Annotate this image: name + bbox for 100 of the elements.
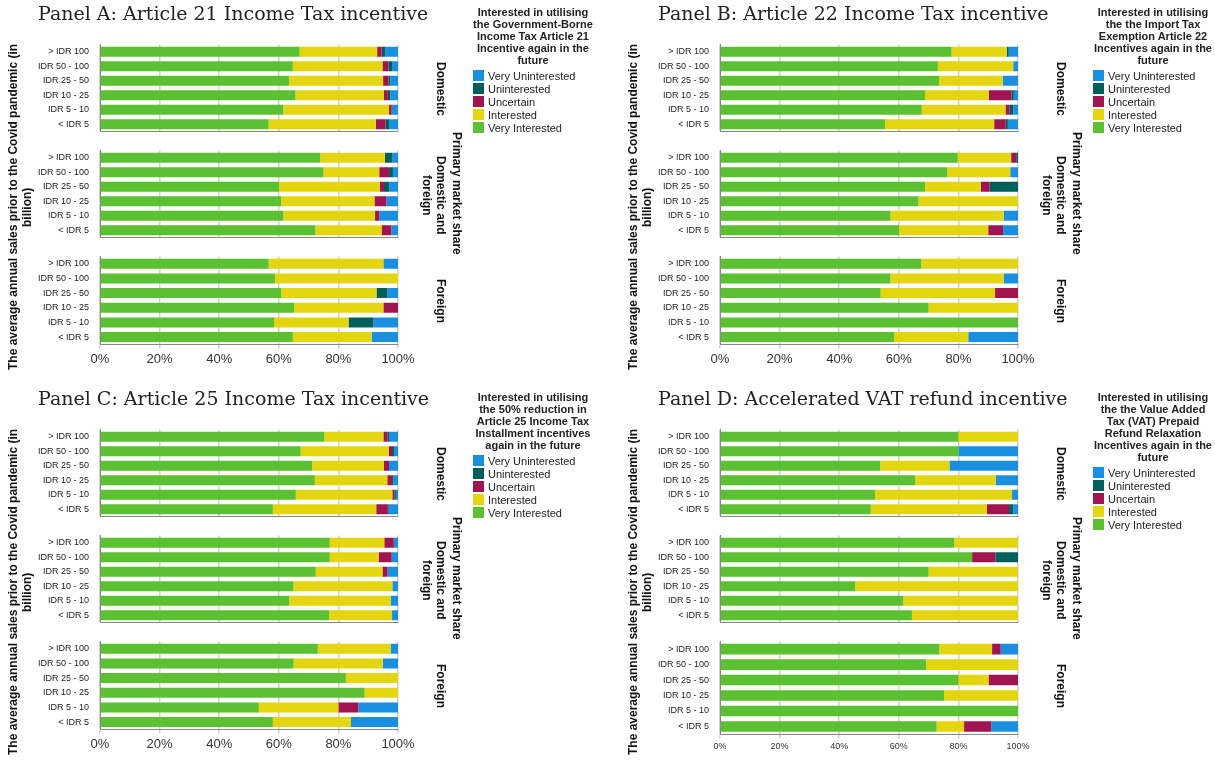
y-tick-label: IDR 10 - 25: [42, 89, 89, 100]
legend-label: Uncertain: [488, 95, 536, 108]
x-tick-label: 20%: [146, 350, 174, 366]
y2-axis-title: Domestic: [1053, 61, 1068, 118]
y-tick-label: IDR 50 - 100: [37, 657, 89, 668]
y-tick-label: IDR 5 - 10: [667, 489, 709, 500]
y-tick-label: IDR 10 - 25: [662, 89, 709, 100]
legend-label: Very Uninterested: [1108, 69, 1196, 82]
y-tick-label: IDR 10 - 25: [42, 195, 89, 206]
legend-label: Uninterested: [488, 82, 551, 95]
y-axis-title: The average annual sales prior to the Covid pandemic (in billion): [626, 42, 655, 372]
legend-label: Interested: [488, 108, 537, 121]
x-tick-label: 60%: [265, 735, 293, 751]
y-tick-label: IDR 10 - 25: [662, 690, 709, 701]
y-tick-label: < IDR 5: [58, 331, 89, 342]
y-tick-label: IDR 50 - 100: [37, 551, 89, 562]
y-tick-label: IDR 5 - 10: [47, 489, 89, 500]
legend-label: Uninterested: [488, 467, 551, 480]
legend-label: Very Interested: [488, 121, 562, 134]
x-tick-label: 40%: [206, 735, 233, 751]
legend-label: Uninterested: [1108, 479, 1171, 492]
y-tick-label: IDR 5 - 10: [47, 210, 89, 221]
legend-label: Interested: [488, 493, 537, 506]
legend-title: Interested in utilising the the Value Added Tax (VAT) Prepaid Refund Relaxation Incentives again in the future: [1093, 391, 1213, 463]
y-tick-label: IDR 5 - 10: [47, 104, 89, 115]
y2-axis-title: Domestic: [433, 61, 448, 118]
y-tick-label: < IDR 5: [678, 720, 709, 731]
legend-title: Interested in utilising the the Import Tax Exemption Article 22 Incentives again in the future: [1093, 6, 1213, 66]
x-tick-label: 0%: [713, 741, 727, 752]
y-tick-label: < IDR 5: [58, 118, 89, 129]
y-tick-label: < IDR 5: [678, 503, 709, 514]
y-tick-label: IDR 25 - 50: [662, 566, 709, 577]
y-tick-label: IDR 50 - 100: [657, 272, 709, 283]
y-tick-label: < IDR 5: [678, 118, 709, 129]
legend-title: Interested in utilising the 50% reduction in Article 25 Income Tax Installment incentives again in the future: [474, 391, 592, 451]
y-tick-label: < IDR 5: [58, 716, 89, 727]
legend-label: Uncertain: [1108, 492, 1156, 505]
y-tick-label: > IDR 100: [668, 258, 709, 269]
x-tick-label: 20%: [770, 741, 789, 752]
y2-axis-title: Domestic and foreign: [419, 539, 448, 622]
x-tick-label: 80%: [325, 735, 352, 751]
legend-label: Very Interested: [1108, 518, 1182, 531]
y-tick-label: IDR 25 - 50: [42, 566, 89, 577]
y-tick-label: IDR 50 - 100: [657, 60, 709, 71]
y-tick-label: IDR 10 - 25: [42, 302, 89, 313]
y-tick-label: > IDR 100: [668, 643, 709, 654]
y-tick-label: > IDR 100: [48, 431, 89, 442]
y-tick-label: IDR 25 - 50: [42, 460, 89, 471]
text: Primary market share: [1070, 517, 1084, 640]
x-tick-label: 100%: [1006, 741, 1030, 752]
legend-label: Uncertain: [1108, 95, 1156, 108]
y-tick-label: IDR 5 - 10: [47, 595, 89, 606]
legend-title: Interested in utilising the Government-Borne Income Tax Article 21 Incentive again in the future: [473, 6, 593, 66]
legend-label: Very Interested: [1108, 121, 1182, 134]
y-tick-label: > IDR 100: [48, 46, 89, 57]
y-tick-label: IDR 5 - 10: [667, 210, 709, 221]
y-tick-label: > IDR 100: [48, 152, 89, 163]
y-tick-label: > IDR 100: [48, 537, 89, 548]
y-tick-label: IDR 50 - 100: [657, 659, 709, 670]
y-tick-label: IDR 5 - 10: [667, 104, 709, 115]
x-tick-label: 60%: [885, 350, 913, 366]
y-tick-label: < IDR 5: [58, 224, 89, 235]
y2-axis-title: Domestic and foreign: [419, 154, 448, 237]
legend-label: Uninterested: [1108, 82, 1171, 95]
y2-axis-title: Foreign: [1053, 663, 1068, 710]
legend-label: Uncertain: [488, 480, 536, 493]
y2-axis-title: Domestic: [1053, 446, 1068, 503]
y-tick-label: IDR 50 - 100: [657, 445, 709, 456]
y-tick-label: IDR 25 - 50: [42, 75, 89, 86]
y-tick-label: < IDR 5: [678, 224, 709, 235]
legend-label: Interested: [1108, 505, 1157, 518]
x-tick-label: 40%: [206, 350, 233, 366]
y-tick-label: IDR 25 - 50: [662, 75, 709, 86]
x-tick-label: 0%: [90, 735, 110, 751]
chart-title: Panel B: Article 22 Income Tax incentive: [658, 2, 1049, 24]
text: Primary market share: [450, 517, 464, 640]
x-tick-label: 20%: [766, 350, 794, 366]
y-tick-label: IDR 50 - 100: [37, 60, 89, 71]
legend-label: Very Interested: [488, 506, 562, 519]
x-tick-label: 40%: [826, 350, 853, 366]
x-tick-label: 100%: [381, 350, 416, 366]
legend-label: Interested: [1108, 108, 1157, 121]
y-tick-label: IDR 5 - 10: [667, 316, 709, 327]
y2-axis-title: Domestic and foreign: [1039, 539, 1068, 622]
chart-title: Panel C: Article 25 Income Tax incentive: [38, 387, 430, 409]
y-tick-label: IDR 25 - 50: [42, 287, 89, 298]
y-tick-label: > IDR 100: [668, 431, 709, 442]
x-tick-label: 60%: [265, 350, 293, 366]
x-tick-label: 100%: [1001, 350, 1036, 366]
text: Primary market share: [450, 132, 464, 255]
y-tick-label: IDR 50 - 100: [37, 272, 89, 283]
y-tick-label: > IDR 100: [668, 46, 709, 57]
y-tick-label: IDR 5 - 10: [47, 316, 89, 327]
y-axis-title: The average annual sales prior to the Covid pandemic (in billion): [626, 427, 655, 757]
x-tick-label: 80%: [949, 741, 968, 752]
x-tick-label: 20%: [146, 735, 174, 751]
y-axis-title: The average annual sales prior to the Covid pandemic (in billion): [6, 427, 35, 757]
x-tick-label: 0%: [90, 350, 110, 366]
y-tick-label: IDR 50 - 100: [37, 445, 89, 456]
y-tick-label: IDR 10 - 25: [662, 474, 709, 485]
